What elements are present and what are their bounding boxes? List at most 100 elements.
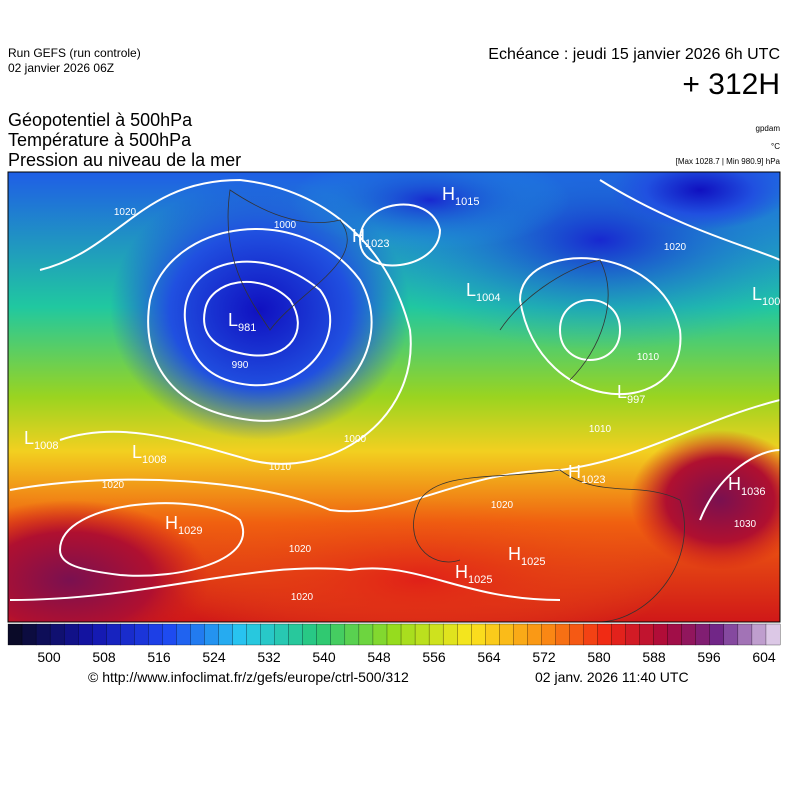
colorbar-cell — [569, 623, 584, 646]
colorbar-cell — [414, 623, 430, 646]
center-value: 1023 — [581, 474, 605, 486]
colorbar-cell — [78, 623, 93, 646]
colorbar-cell — [499, 623, 514, 646]
colorbar-cell — [35, 623, 51, 646]
colorbar-cell — [639, 623, 655, 646]
center-value: 1008 — [34, 440, 58, 452]
center-kind: L — [228, 310, 238, 330]
pressure-center: L1008 — [132, 442, 167, 466]
isobar-label: 1010 — [589, 424, 612, 435]
pressure-center: H1029 — [165, 513, 202, 537]
colorbar-cell — [246, 623, 262, 646]
colorbar-cell — [162, 623, 177, 646]
colorbar-tick: 548 — [367, 649, 391, 665]
center-value: 1025 — [468, 574, 492, 586]
center-value: 1015 — [455, 196, 479, 208]
colorbar-cell — [92, 623, 107, 646]
center-kind: H — [568, 462, 581, 482]
colorbar-cell — [120, 623, 135, 646]
pressure-center: H1025 — [508, 544, 545, 568]
unit: [Max 1028.7 | Min 980.9] hPa — [675, 157, 780, 166]
valid-time: Echéance : jeudi 15 janvier 2026 6h UTC — [488, 46, 780, 63]
colorbar-tick: 572 — [532, 649, 556, 665]
isobar-label: 1020 — [289, 544, 312, 555]
colorbar-cell — [527, 623, 542, 646]
colorbar-cell — [428, 623, 444, 646]
colorbar-cell — [134, 623, 149, 646]
colorbar-cell — [471, 623, 486, 646]
center-value: 1036 — [741, 486, 765, 498]
isobar-label: 1020 — [114, 207, 137, 218]
colorbar-cell — [358, 623, 374, 646]
source: © http://www.infoclimat.fr/z/gefs/europe… — [88, 669, 409, 685]
colorbar-cell — [372, 623, 388, 646]
colorbar-cell — [681, 623, 697, 646]
center-kind: L — [24, 428, 34, 448]
center-kind: H — [455, 562, 468, 582]
colorbar-cell — [260, 623, 276, 646]
colorbar-cell — [723, 623, 739, 646]
field: Température à 500hPa — [8, 130, 192, 150]
pressure-center: H1025 — [455, 562, 492, 586]
center-value: 997 — [627, 394, 645, 406]
center-value: 100 — [762, 296, 780, 308]
isobar-label: 1020 — [664, 242, 687, 253]
colorbar-cell — [625, 623, 641, 646]
colorbar-cell — [330, 623, 346, 646]
colorbar-tick: 532 — [257, 649, 281, 665]
colorbar-cell — [751, 623, 767, 646]
colorbar-cell — [386, 623, 402, 646]
run-date: 02 janvier 2026 06Z — [8, 61, 115, 75]
colorbar-cell — [288, 623, 304, 646]
colorbar-cell — [204, 623, 219, 646]
center-kind: L — [617, 382, 627, 402]
colorbar-cell — [765, 623, 781, 646]
center-kind: L — [466, 280, 476, 300]
colorbar-cell — [7, 623, 23, 646]
field: Géopotentiel à 500hPa — [8, 110, 193, 130]
colorbar-tick: 580 — [587, 649, 611, 665]
colorbar-cell — [344, 623, 360, 646]
lead-time: + 312H — [682, 68, 780, 101]
colorbar-cell — [513, 623, 528, 646]
isobar-label: 1020 — [491, 500, 514, 511]
colorbar-cell — [274, 623, 290, 646]
pressure-center: H1023 — [568, 462, 605, 486]
colorbar-tick: 500 — [37, 649, 61, 665]
colorbar-tick: 540 — [312, 649, 336, 665]
colorbar-cell — [316, 623, 332, 646]
isobar-label: 1020 — [291, 592, 314, 603]
isobar-label: 1000 — [274, 220, 297, 231]
colorbar-cell — [541, 623, 556, 646]
colorbar-cell — [597, 623, 613, 646]
colorbar-tick: 604 — [752, 649, 776, 665]
colorbar-cell — [653, 623, 669, 646]
run: Run GEFS (run controle) — [8, 46, 141, 60]
colorbar-tick: 524 — [202, 649, 226, 665]
colorbar-tick: 508 — [92, 649, 116, 665]
center-value: 1029 — [178, 525, 202, 537]
pressure-center: H1036 — [728, 474, 765, 498]
colorbar-cell — [232, 623, 248, 646]
center-kind: L — [752, 284, 762, 304]
colorbar-cell — [611, 623, 627, 646]
isobar-label: 1000 — [344, 434, 367, 445]
isobar-label: 1010 — [269, 462, 292, 473]
colorbar-tick: 556 — [422, 649, 446, 665]
colorbar-cell — [176, 623, 191, 646]
isobar-label: 1010 — [637, 352, 660, 363]
colorbar-tick: 588 — [642, 649, 666, 665]
isobar-label: 1020 — [102, 480, 125, 491]
center-kind: H — [508, 544, 521, 564]
isobar-label: 990 — [232, 360, 249, 371]
colorbar-tick: 596 — [697, 649, 721, 665]
colorbar-cell — [49, 623, 65, 646]
colorbar-cell — [695, 623, 711, 646]
colorbar-cell — [148, 623, 163, 646]
pressure-center: L997 — [617, 382, 645, 406]
pressure-center: L1008 — [24, 428, 59, 452]
field: Pression au niveau de la mer — [8, 150, 242, 170]
pressure-center: L100 — [752, 284, 780, 308]
